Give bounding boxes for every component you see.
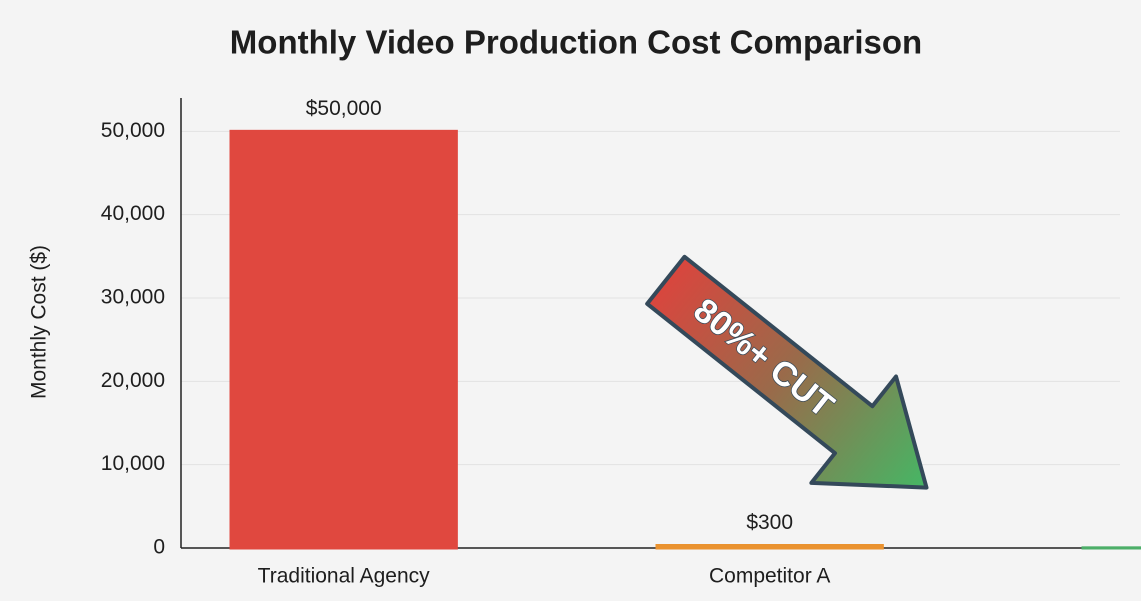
- y-tick-label: 20,000: [101, 369, 165, 392]
- bar: [655, 544, 884, 550]
- annotation-text: 80%+ CUT: [686, 291, 841, 425]
- chart-title: Monthly Video Production Cost Comparison: [230, 24, 922, 61]
- arrow-shape: [645, 254, 929, 490]
- y-tick-label: 50,000: [101, 119, 165, 142]
- plot-area: 0 10,000 20,000 30,000 40,000 50,000 Tradition…: [101, 97, 1141, 588]
- y-tick-label: 10,000: [101, 452, 165, 475]
- annotation-arrow: 80%+ CUT: [645, 254, 929, 490]
- y-tick-label: 0: [153, 536, 165, 559]
- x-tick-label: Traditional Agency: [258, 565, 430, 588]
- y-tick-label: 30,000: [101, 286, 165, 309]
- y-tick-label: 40,000: [101, 202, 165, 225]
- x-tick-label: Competitor A: [709, 565, 830, 588]
- bar: [229, 129, 458, 550]
- value-label: $300: [746, 511, 793, 534]
- value-label: $50,000: [306, 97, 382, 120]
- y-axis-title: Monthly Cost ($): [28, 245, 51, 399]
